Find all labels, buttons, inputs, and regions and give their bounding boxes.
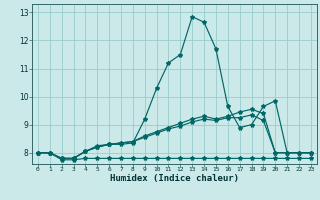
X-axis label: Humidex (Indice chaleur): Humidex (Indice chaleur) [110, 174, 239, 183]
